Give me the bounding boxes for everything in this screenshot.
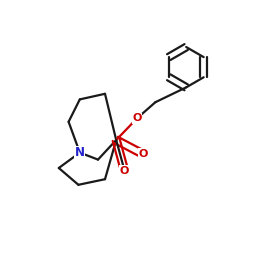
Text: O: O xyxy=(138,149,148,159)
Text: O: O xyxy=(132,113,142,123)
Text: O: O xyxy=(120,166,129,176)
Text: N: N xyxy=(75,146,85,159)
